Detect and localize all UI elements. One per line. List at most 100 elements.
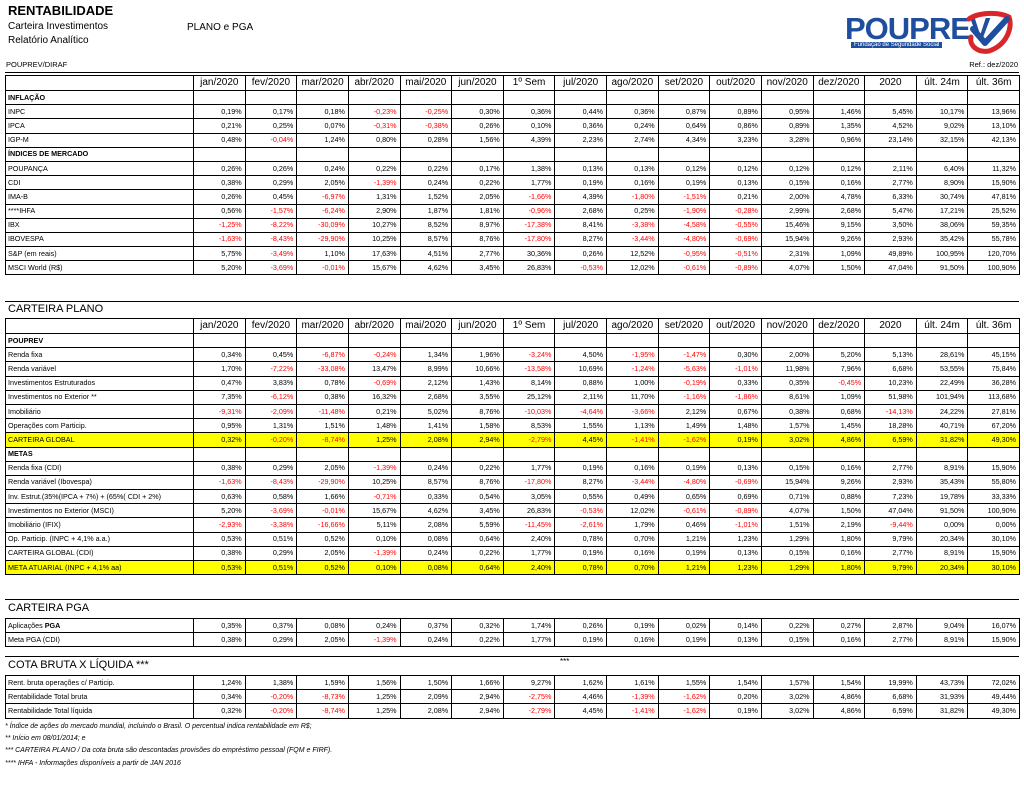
value-cell: 0,96% [812, 132, 866, 148]
value-cell: 5,20% [193, 503, 246, 519]
table-row: Op. Particip. (INPC + 4,1% a.a.) 0,53% 0,5… [5, 531, 1020, 547]
value-cell: 1,48% [347, 418, 401, 434]
value-cell: 0,35% [760, 375, 814, 391]
empty-cell [657, 89, 711, 106]
empty-cell [967, 446, 1020, 462]
empty-cell [709, 446, 762, 462]
row-label: Imobiliário (IFIX) [5, 517, 194, 533]
value-cell: -2,79% [502, 703, 556, 719]
value-cell: 23,14% [864, 132, 917, 148]
value-cell: 67,20% [967, 418, 1020, 434]
value-cell: 8,76% [451, 474, 504, 491]
value-cell: 15,94% [760, 231, 814, 248]
value-cell: 0,26% [451, 118, 504, 134]
empty-cell [347, 146, 401, 162]
value-cell: -1,95% [606, 347, 659, 363]
value-cell: 1,55% [554, 418, 607, 434]
empty-cell [812, 146, 866, 162]
value-cell: 1,09% [812, 389, 866, 405]
row-label: MSCI World (R$) [5, 260, 194, 276]
column-header: abr/2020 [347, 318, 401, 334]
value-cell: 33,33% [967, 489, 1020, 505]
value-cell: 1,80% [812, 559, 866, 576]
value-cell: 1,58% [451, 418, 504, 434]
value-cell: 1,77% [502, 460, 556, 476]
value-cell: 0,15% [760, 545, 814, 562]
value-cell: 2,00% [760, 347, 814, 363]
value-cell: 1,29% [760, 531, 814, 547]
value-cell: 24,22% [915, 403, 969, 420]
row-label: CARTEIRA GLOBAL [5, 432, 194, 448]
value-cell: 0,45% [244, 347, 298, 363]
value-cell: 47,04% [864, 260, 917, 276]
value-cell: -1,86% [709, 389, 762, 405]
value-cell: 0,29% [244, 175, 298, 191]
row-label: IPCA [5, 118, 194, 134]
value-cell: 0,19% [606, 617, 659, 634]
value-cell: -1,62% [657, 689, 711, 705]
value-cell: 3,45% [451, 503, 504, 519]
value-cell: 1,43% [451, 375, 504, 391]
value-cell: 0,36% [606, 104, 659, 120]
value-cell: 8,14% [502, 375, 556, 391]
value-cell: -0,53% [554, 260, 607, 276]
value-cell: 0,53% [193, 531, 246, 547]
value-cell: 1,38% [244, 674, 298, 691]
value-cell: 1,00% [606, 375, 659, 391]
value-cell: -1,01% [709, 517, 762, 533]
value-cell: 32,15% [915, 132, 969, 148]
empty-cell [554, 89, 607, 106]
value-cell: -0,20% [244, 432, 298, 448]
value-cell: 0,70% [606, 531, 659, 547]
column-header: fev/2020 [244, 318, 298, 334]
value-cell: -2,93% [193, 517, 246, 533]
row-label: Imobiliário [5, 403, 194, 420]
value-cell: 0,16% [812, 175, 866, 191]
value-cell: 0,19% [657, 460, 711, 476]
value-cell: 15,46% [760, 217, 814, 233]
value-cell: 15,94% [760, 474, 814, 491]
value-cell: 4,45% [554, 432, 607, 448]
value-cell: 31,82% [915, 703, 969, 719]
table-row: IMA-B 0,26% 0,45% -6,97% 1,31% 1,52% 2,05% -1,6… [5, 189, 1020, 205]
value-cell: 3,55% [451, 389, 504, 405]
empty-cell [399, 332, 453, 349]
value-cell: 0,34% [193, 689, 246, 705]
value-cell: 0,16% [606, 545, 659, 562]
value-cell: 1,45% [812, 418, 866, 434]
value-cell: 5,75% [193, 246, 246, 262]
value-cell: 5,02% [399, 403, 453, 420]
value-cell: -3,49% [244, 246, 298, 262]
empty-cell [864, 146, 917, 162]
table-row: ****IHFA 0,56% -1,57% -6,24% 2,90% 1,87% 1,81%… [5, 203, 1020, 219]
row-label: POUPANÇA [5, 160, 194, 177]
value-cell: 3,45% [451, 260, 504, 276]
value-cell: 0,21% [709, 189, 762, 205]
divider [5, 656, 1019, 657]
value-cell: 7,35% [193, 389, 246, 405]
value-cell: 0,19% [657, 545, 711, 562]
value-cell: 1,80% [812, 531, 866, 547]
value-cell: 0,08% [296, 617, 349, 634]
value-cell: 0,17% [451, 160, 504, 177]
value-cell: 0,24% [399, 460, 453, 476]
value-cell: 8,76% [451, 231, 504, 248]
value-cell: 9,02% [915, 118, 969, 134]
value-cell: -0,61% [657, 260, 711, 276]
value-cell: 0,32% [451, 617, 504, 634]
value-cell: -0,19% [657, 375, 711, 391]
empty-cell [967, 89, 1020, 106]
value-cell: 2,93% [864, 474, 917, 491]
value-cell: 0,27% [812, 617, 866, 634]
logo-text: POUPREV [845, 11, 991, 46]
table-row: Rentabilidade Total bruta 0,34% -0,20% -8,7… [5, 689, 1020, 705]
value-cell: -0,01% [296, 260, 349, 276]
cota-table: Rent. bruta operações c/ Particip. 1,24% 1… [5, 674, 1020, 719]
value-cell: -4,80% [657, 474, 711, 491]
value-cell: 0,10% [502, 118, 556, 134]
empty-cell [606, 89, 659, 106]
value-cell: 25,52% [967, 203, 1020, 219]
column-header-row: jan/2020 fev/2020 mar/2020 abr/2020 mai/2020… [5, 75, 1020, 91]
value-cell: 10,69% [554, 361, 607, 377]
value-cell: -29,90% [296, 231, 349, 248]
